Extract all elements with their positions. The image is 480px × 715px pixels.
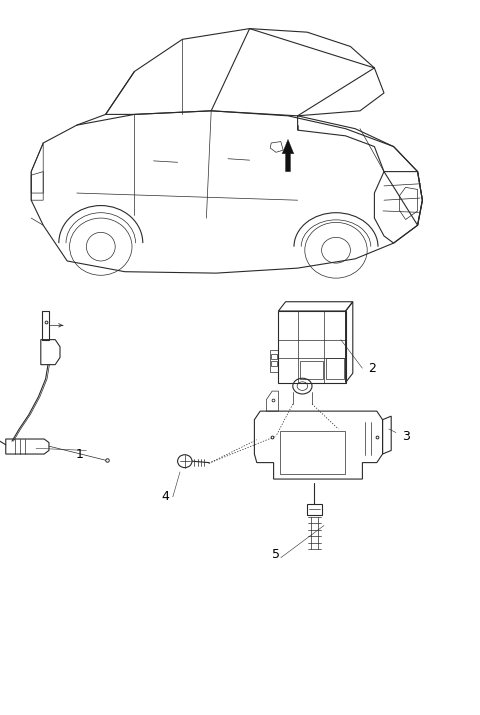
- Text: 2: 2: [368, 362, 376, 375]
- Bar: [280, 431, 345, 474]
- Bar: [300, 361, 323, 379]
- Text: 4: 4: [162, 490, 169, 503]
- Text: 5: 5: [272, 548, 280, 561]
- Text: 3: 3: [402, 430, 409, 443]
- Text: 1: 1: [75, 448, 83, 460]
- Bar: [271, 361, 277, 366]
- Bar: [271, 354, 277, 359]
- Bar: [326, 358, 344, 379]
- Polygon shape: [282, 139, 294, 172]
